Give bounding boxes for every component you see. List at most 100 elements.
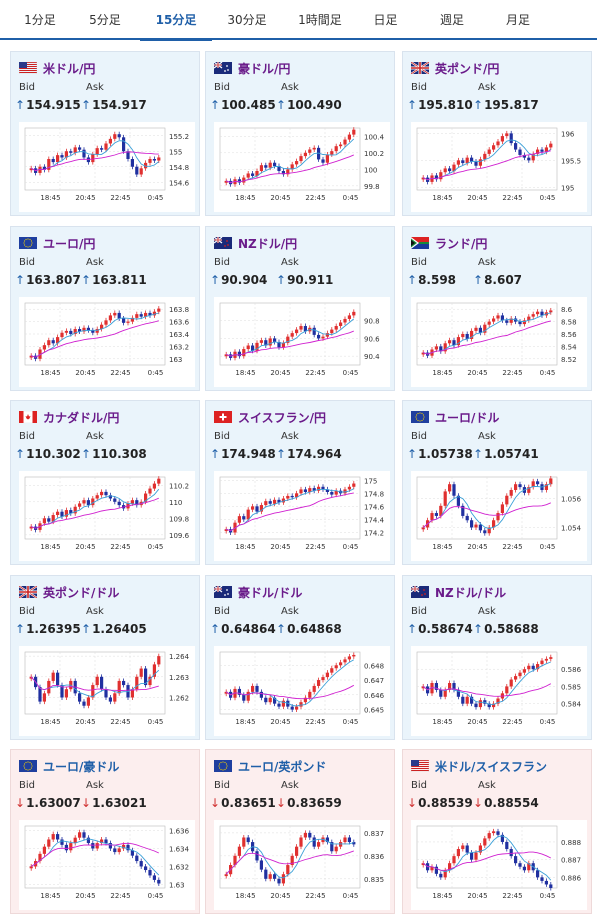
candle-body xyxy=(113,134,117,139)
candlestick-chart[interactable]: 163.8 163.6 163.4 163.2 163 18:45 20:45 22:45 0:… xyxy=(19,297,195,387)
candlestick-chart[interactable]: 100.4 100.2 100 99.8 18:45 20:45 22:45 0:45 xyxy=(214,122,390,212)
candle-body xyxy=(29,526,33,529)
candlestick-chart[interactable]: 1.056 1.054 18:45 20:45 22:45 0:45 xyxy=(411,471,587,561)
tab-4[interactable]: 1時間足 xyxy=(298,13,342,27)
y-tick-label: 8.54 xyxy=(561,343,577,351)
candle-body xyxy=(104,143,108,150)
tab-3[interactable]: 30分足 xyxy=(227,13,267,27)
y-tick-label: 0.837 xyxy=(364,830,384,838)
candle-body xyxy=(268,501,272,504)
candle-body xyxy=(474,327,478,331)
candlestick-chart[interactable]: 196 195.5 195 18:45 20:45 22:45 0:45 xyxy=(411,122,587,212)
candlestick-chart[interactable]: 1.636 1.634 1.632 1.63 18:45 20:45 22:45 0:45 xyxy=(19,820,195,910)
candle-body xyxy=(321,677,325,681)
currency-pair-link[interactable]: 米ドル/円 xyxy=(43,61,96,76)
tab-1[interactable]: 5分足 xyxy=(89,13,121,27)
candlestick-chart[interactable]: 155.2 155 154.8 154.6 18:45 20:45 22:45 0:45 xyxy=(19,122,195,212)
currency-pair-link[interactable]: ユーロ/ドル xyxy=(435,410,500,425)
currency-pair-link[interactable]: ランド/円 xyxy=(435,236,488,251)
tab-0[interactable]: 1分足 xyxy=(24,13,56,27)
currency-pair-link[interactable]: ユーロ/円 xyxy=(43,236,96,251)
candlestick-chart[interactable]: 0.837 0.836 0.835 18:45 20:45 22:45 0:45 xyxy=(214,820,390,910)
rate-card[interactable]: ユーロ/豪ドル Bid Ask ↓1.63007 ↓1.63021 1.636 1.634 1… xyxy=(10,749,200,914)
bid-price: 100.485 xyxy=(221,98,276,112)
candle-body xyxy=(277,166,281,171)
candlestick-chart[interactable]: 0.888 0.887 0.886 18:45 20:45 22:45 0:45 xyxy=(411,820,587,910)
candle-body xyxy=(113,312,117,316)
rate-card[interactable]: 米ドル/円 Bid Ask ↑154.915 ↑154.917 155.2 155 154.8… xyxy=(10,51,200,216)
rate-card[interactable]: ユーロ/英ポンド Bid Ask ↓0.83651 ↓0.83659 0.837 0.836… xyxy=(205,749,395,914)
candle-body xyxy=(308,832,312,838)
rate-card[interactable]: スイスフラン/円 Bid Ask ↑174.948 ↑174.964 175 174.8 17… xyxy=(205,400,395,565)
rate-card[interactable]: 英ポンド/円 Bid Ask ↑195.810 ↑195.817 196 195.5 195 1… xyxy=(402,51,592,216)
x-tick-label: 22:45 xyxy=(502,718,522,726)
tab-7[interactable]: 月足 xyxy=(505,13,530,27)
currency-pair-link[interactable]: 英ポンド/円 xyxy=(435,61,500,76)
currency-pair-link[interactable]: ユーロ/豪ドル xyxy=(43,759,120,774)
candle-body xyxy=(273,162,277,167)
candlestick-chart[interactable]: 0.586 0.585 0.584 18:45 20:45 22:45 0:45 xyxy=(411,646,587,736)
candle-body xyxy=(73,147,77,153)
candle-body xyxy=(330,151,334,155)
candle-body xyxy=(299,489,303,494)
candle-body xyxy=(69,151,73,153)
candle-body xyxy=(544,147,548,152)
candlestick-chart[interactable]: 175 174.8 174.6 174.4 174.2 18:45 20:45 22:45 0:… xyxy=(214,471,390,561)
rate-card[interactable]: ランド/円 Bid Ask ↑8.598 ↑8.607 8.6 8.58 8.56 8.54 8.… xyxy=(402,226,592,391)
candle-body xyxy=(148,870,152,876)
ask-value: ↑154.917 xyxy=(81,98,147,112)
rate-card[interactable]: NZドル/ドル Bid Ask ↑0.58674 ↑0.58688 0.586 0.585 0… xyxy=(402,575,592,740)
rate-card[interactable]: 豪ドル/ドル Bid Ask ↑0.64864 ↑0.64868 0.648 0.647 0.… xyxy=(205,575,395,740)
currency-pair-link[interactable]: スイスフラン/円 xyxy=(238,410,327,425)
candle-body xyxy=(544,880,548,885)
currency-pair-link[interactable]: NZドル/円 xyxy=(238,236,298,251)
bid-label: Bid xyxy=(19,780,35,791)
currency-pair-link[interactable]: 豪ドル/ドル xyxy=(238,585,303,600)
candle-body xyxy=(255,342,259,351)
rate-card[interactable]: カナダドル/円 Bid Ask ↑110.302 ↑110.308 110.2 110 109… xyxy=(10,400,200,565)
candle-body xyxy=(144,312,148,317)
tab-6[interactable]: 週足 xyxy=(439,13,464,27)
rate-card[interactable]: 英ポンド/ドル Bid Ask ↑1.26395 ↑1.26405 1.264 1.263 1… xyxy=(10,575,200,740)
rate-card[interactable]: 米ドル/スイスフラン Bid Ask ↓0.88539 ↓0.88554 0.888 0.8… xyxy=(402,749,592,914)
y-tick-label: 174.4 xyxy=(364,516,385,524)
currency-pair-link[interactable]: 英ポンド/ドル xyxy=(43,585,120,600)
currency-pair-link[interactable]: ユーロ/英ポンド xyxy=(238,759,327,774)
ask-label: Ask xyxy=(478,780,496,791)
arrow-up-icon: ↑ xyxy=(276,98,287,112)
currency-pair-link[interactable]: 豪ドル/円 xyxy=(238,61,291,76)
bid-price: 1.05738 xyxy=(418,447,473,461)
bid-label: Bid xyxy=(19,82,35,93)
candle-body xyxy=(299,156,303,162)
currency-pair-link[interactable]: カナダドル/円 xyxy=(43,410,120,425)
candle-body xyxy=(352,654,356,657)
tab-5[interactable]: 日足 xyxy=(373,13,398,27)
x-tick-label: 20:45 xyxy=(75,194,95,202)
currency-pair-link[interactable]: NZドル/ドル xyxy=(435,585,507,600)
y-tick-label: 195 xyxy=(561,184,574,192)
tab-2[interactable]: 15分足 xyxy=(140,0,212,41)
candlestick-chart[interactable]: 8.6 8.58 8.56 8.54 8.52 18:45 20:45 22:45 0:45 xyxy=(411,297,587,387)
card-header: 豪ドル/ドル xyxy=(213,584,303,600)
candlestick-chart[interactable]: 90.8 90.6 90.4 18:45 20:45 22:45 0:45 xyxy=(214,297,390,387)
ask-price: 195.817 xyxy=(484,98,539,112)
rate-card[interactable]: ユーロ/ドル Bid Ask ↑1.05738 ↑1.05741 1.056 1.054 18… xyxy=(402,400,592,565)
candle-body xyxy=(352,842,356,845)
candlestick-chart[interactable]: 0.648 0.647 0.646 0.645 18:45 20:45 22:45 0:45 xyxy=(214,646,390,736)
rate-card[interactable]: 豪ドル/円 Bid Ask ↑100.485 ↑100.490 100.4 100.2 100… xyxy=(205,51,395,216)
candle-body xyxy=(122,844,126,849)
candle-body xyxy=(317,842,321,847)
candle-body xyxy=(246,691,250,701)
candlestick-chart[interactable]: 110.2 110 109.8 109.6 18:45 20:45 22:45 0:45 xyxy=(19,471,195,561)
x-tick-label: 22:45 xyxy=(502,369,522,377)
rate-card[interactable]: ユーロ/円 Bid Ask ↑163.807 ↑163.811 163.8 163.6 163… xyxy=(10,226,200,391)
candle-body xyxy=(38,166,42,173)
currency-pair-link[interactable]: 米ドル/スイスフラン xyxy=(435,759,548,774)
rate-card[interactable]: NZドル/円 Bid Ask ↑90.904 ↑90.911 90.8 90.6 90.4 18… xyxy=(205,226,395,391)
bid-label: Bid xyxy=(214,82,230,93)
candle-body xyxy=(465,157,469,164)
bid-value: ↑195.810 xyxy=(407,98,473,112)
candlestick-chart[interactable]: 1.264 1.263 1.262 18:45 20:45 22:45 0:45 xyxy=(19,646,195,736)
y-tick-label: 174.6 xyxy=(364,503,385,511)
x-tick-label: 22:45 xyxy=(110,194,130,202)
